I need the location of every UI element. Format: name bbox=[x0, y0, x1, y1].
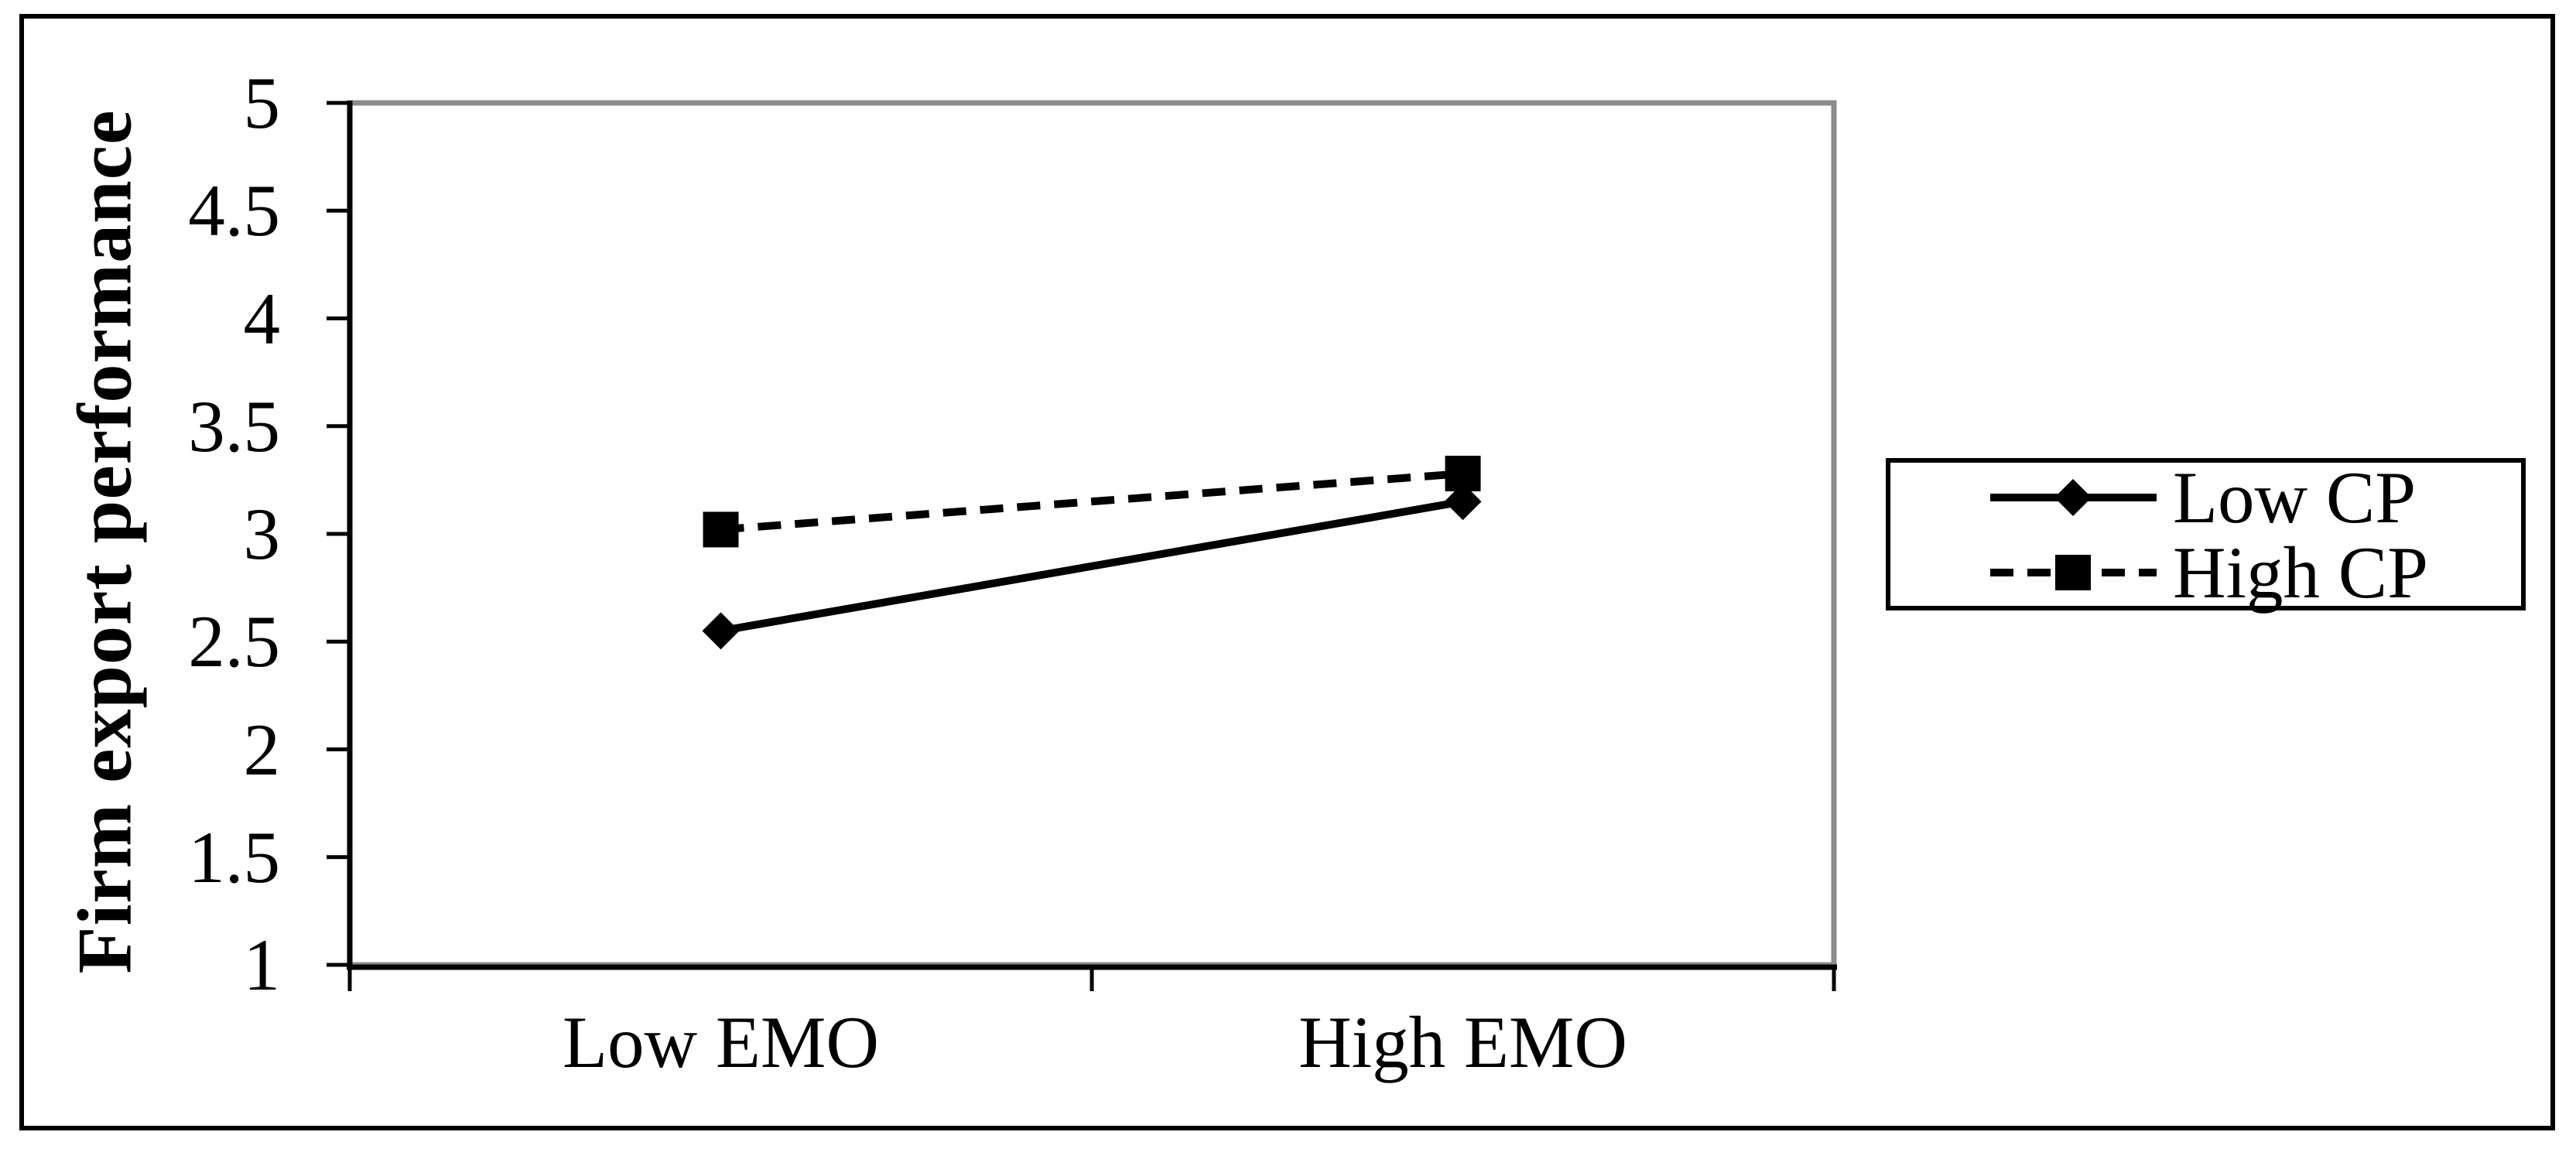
figure-border bbox=[19, 14, 2555, 1130]
y-axis-tick-label: 4 bbox=[243, 277, 281, 360]
legend-item: Low CP bbox=[1987, 457, 2521, 539]
legend-item-label: Low CP bbox=[2173, 457, 2417, 539]
legend-sample bbox=[1990, 555, 2157, 590]
legend-sample bbox=[1990, 479, 2157, 516]
series-line-low-cp bbox=[720, 498, 1464, 635]
square-marker bbox=[1445, 456, 1481, 492]
y-axis-tick-label: 3.5 bbox=[188, 385, 280, 467]
x-axis-category-label: Low EMO bbox=[563, 1001, 879, 1083]
y-axis-tick-label: 1.5 bbox=[188, 816, 280, 898]
legend-item-label: High CP bbox=[2173, 532, 2428, 614]
legend-square-marker-icon bbox=[2055, 555, 2091, 590]
y-axis-tick-label: 3 bbox=[243, 493, 281, 575]
y-axis-tick-label: 1 bbox=[243, 924, 281, 1006]
y-axis-tick-label: 2.5 bbox=[188, 600, 280, 683]
legend: Low CP High CP bbox=[1886, 458, 2526, 610]
diamond-marker bbox=[702, 612, 740, 650]
y-axis-tick-label: 5 bbox=[243, 62, 281, 144]
y-axis-tick-label: 4.5 bbox=[188, 169, 280, 252]
plot-area-border bbox=[347, 100, 1837, 968]
y-axis-tick-label: 2 bbox=[243, 708, 281, 791]
square-marker bbox=[703, 511, 739, 548]
series-line-high-cp bbox=[720, 470, 1463, 534]
diamond-marker bbox=[1444, 483, 1482, 521]
x-axis-category-label: High EMO bbox=[1298, 1001, 1627, 1083]
legend-diamond-marker-icon bbox=[2054, 479, 2092, 516]
legend-item: High CP bbox=[1987, 532, 2521, 614]
